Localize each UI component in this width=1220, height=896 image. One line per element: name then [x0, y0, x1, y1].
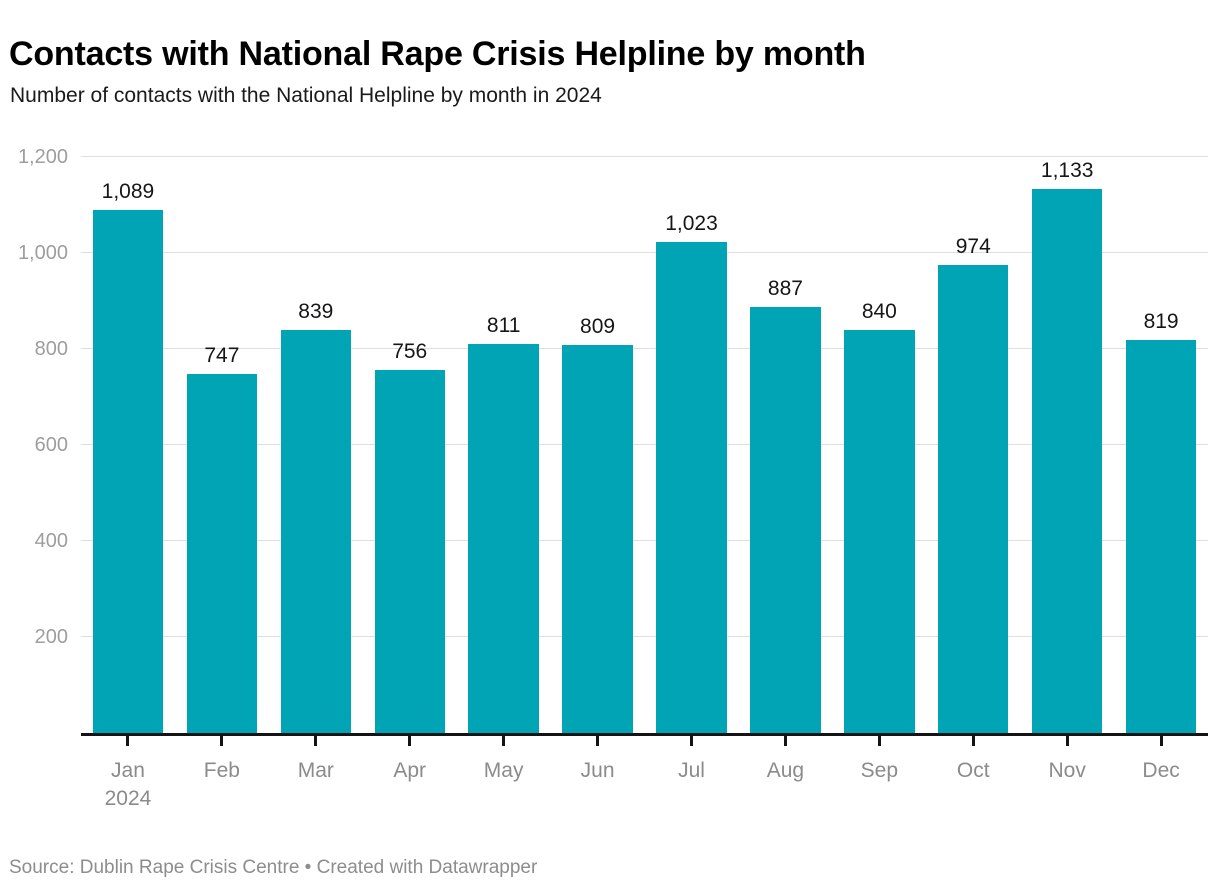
bar-value-label: 747	[204, 344, 240, 368]
chart-subtitle: Number of contacts with the National Hel…	[10, 84, 602, 107]
bar	[92, 210, 164, 733]
x-tick-label: Jul	[678, 759, 705, 782]
bar-value-label: 840	[861, 299, 897, 323]
x-tick-label: Nov	[1048, 759, 1086, 782]
x-axis-cell: Nov	[1020, 736, 1114, 814]
y-tick-label: 200	[34, 626, 68, 648]
gridline	[81, 444, 1208, 445]
y-tick-label: 600	[34, 434, 68, 456]
bar-value-label: 1,023	[665, 211, 718, 235]
bar-column: 811	[457, 157, 551, 733]
bar	[844, 329, 915, 733]
y-axis-labels: 200 400 600 800 1,000 1,200	[0, 147, 68, 733]
x-tick-label: Mar	[297, 759, 334, 782]
bar	[280, 330, 352, 733]
bar	[938, 265, 1009, 733]
plot-area: 1,089 747 839 756 811 809 1,023 887 840 974 1,133 8…	[81, 156, 1208, 736]
x-axis-cell: Jun	[551, 736, 645, 814]
gridline	[81, 348, 1208, 349]
y-tick-label: 800	[34, 338, 68, 360]
bar-column: 1,089	[81, 157, 175, 733]
x-tick-label: Sep	[860, 759, 899, 782]
bar	[186, 374, 258, 733]
y-tick-label: 1,000	[17, 242, 68, 264]
bar-column: 747	[175, 157, 269, 733]
x-axis-tick	[502, 736, 506, 746]
y-tick-label: 400	[34, 530, 68, 552]
bars-layer: 1,089 747 839 756 811 809 1,023 887 840 974 1,133 8…	[81, 157, 1208, 733]
gridline	[81, 540, 1208, 541]
x-axis: Jan 2024 Feb Mar Apr May Jun Jul Aug Sep Oct Nov Dec	[81, 736, 1208, 814]
bar-column: 887	[738, 157, 832, 733]
bar-value-label: 887	[767, 277, 803, 301]
y-tick-label: 1,200	[17, 146, 68, 168]
bar-value-label: 811	[486, 313, 521, 337]
x-axis-tick	[596, 736, 600, 746]
x-axis-cell: Jul	[645, 736, 739, 814]
x-tick-label: Apr	[393, 759, 427, 782]
bar	[374, 370, 445, 733]
bar-value-label: 809	[580, 314, 616, 338]
x-tick-label: Feb	[203, 759, 240, 782]
bar-column: 809	[551, 157, 645, 733]
x-axis-cell: Oct	[926, 736, 1020, 814]
bar-value-label: 974	[955, 235, 991, 259]
x-axis-tick	[783, 736, 787, 746]
bar-column: 839	[269, 157, 363, 733]
bar-column: 756	[363, 157, 457, 733]
bar	[1125, 339, 1197, 733]
x-axis-tick	[1065, 736, 1069, 746]
bar-column: 1,133	[1020, 157, 1114, 733]
x-axis-tick	[220, 736, 224, 746]
x-tick-label: Dec	[1142, 759, 1180, 782]
footer-source: Source: Dublin Rape Crisis Centre • Crea…	[9, 857, 538, 878]
bar-column: 840	[832, 157, 926, 733]
x-axis-cell: Aug	[738, 736, 832, 814]
x-year-label: 2024	[104, 787, 152, 811]
x-axis-cell: Dec	[1114, 736, 1208, 814]
chart-title: Contacts with National Rape Crisis Helpl…	[9, 34, 866, 73]
x-axis-cell: Jan 2024	[81, 736, 175, 814]
bar	[468, 343, 539, 733]
x-axis-tick	[877, 736, 881, 746]
x-axis-cell: Apr	[363, 736, 457, 814]
x-axis-tick	[126, 736, 130, 746]
gridline	[81, 252, 1208, 253]
bar-column: 1,023	[645, 157, 739, 733]
x-axis-tick	[1159, 736, 1163, 746]
x-tick-label: Aug	[766, 759, 805, 782]
bar	[562, 344, 633, 733]
x-axis-tick	[408, 736, 412, 746]
bar-column: 974	[926, 157, 1020, 733]
bar-value-label: 1,133	[1040, 159, 1094, 183]
x-axis-cell: Feb	[175, 736, 269, 814]
gridline	[81, 636, 1208, 637]
x-tick-label: Jun	[580, 759, 615, 782]
bar	[656, 241, 727, 733]
bar-value-label: 839	[298, 300, 334, 324]
x-axis-tick	[689, 736, 693, 746]
gridline	[81, 156, 1208, 157]
x-tick-label: Oct	[956, 759, 990, 782]
bar-column: 819	[1114, 157, 1208, 733]
x-axis-cell: Mar	[269, 736, 363, 814]
bar	[750, 307, 821, 733]
x-tick-label: Jan	[111, 759, 145, 782]
x-axis-cell: Sep	[832, 736, 926, 814]
x-axis-tick	[314, 736, 318, 746]
x-tick-label: May	[483, 759, 524, 782]
bar-value-label: 756	[392, 340, 428, 364]
bar-value-label: 1,089	[101, 180, 155, 204]
x-axis-cell: May	[457, 736, 551, 814]
bar-value-label: 819	[1143, 309, 1179, 333]
bar	[1031, 189, 1103, 733]
x-axis-tick	[971, 736, 975, 746]
